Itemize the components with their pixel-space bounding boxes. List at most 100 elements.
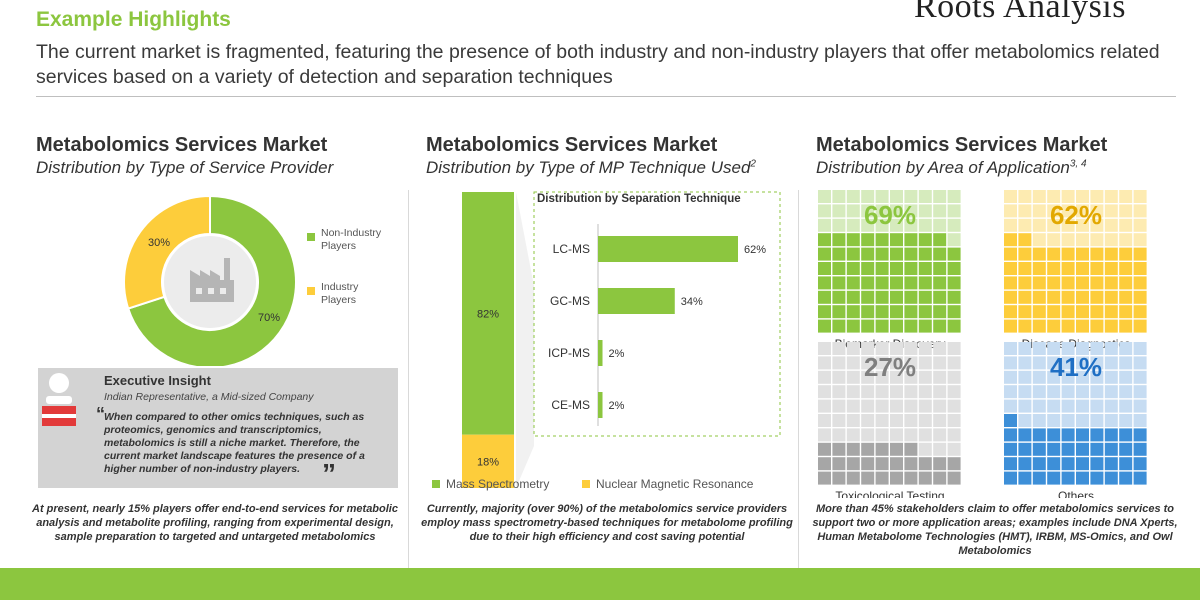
insight-quote: When compared to other omics techniques,… [104, 411, 365, 475]
waffle-cell [933, 370, 947, 384]
waffle-cell [1090, 414, 1104, 427]
waffle-cell [1061, 247, 1075, 261]
waffle-cell [832, 290, 846, 304]
waffle-cell [1133, 319, 1147, 333]
waffle-cell [832, 319, 846, 333]
waffle-cell [947, 356, 961, 370]
waffle-cell [1076, 204, 1089, 218]
waffle-cell [875, 385, 889, 399]
waffle-cell [1076, 442, 1089, 456]
waffle-cell [1104, 218, 1118, 232]
waffle-cell [1133, 342, 1147, 355]
waffle-cell [832, 370, 846, 384]
data-label: 69% [864, 200, 916, 230]
waffle-cell [1018, 414, 1032, 427]
waffle-cell [1032, 218, 1046, 232]
waffle-cell [1133, 442, 1147, 456]
waffle-cell [1090, 457, 1104, 471]
waffle-cell [1133, 457, 1147, 471]
waffle-cell [947, 204, 961, 218]
waffle-cell [1090, 471, 1104, 485]
waffle-cell [832, 342, 846, 355]
waffle-cell [947, 218, 961, 232]
waffle-cell [947, 471, 961, 485]
data-label: 18% [477, 456, 499, 468]
waffle-cell [861, 442, 875, 456]
waffle-cell [1047, 399, 1061, 413]
waffle-cell [947, 385, 961, 399]
waffle-cell [875, 204, 889, 218]
waffle-cell [918, 471, 932, 485]
waffle-cell [933, 276, 947, 290]
waffle-cell [1047, 385, 1061, 399]
waffle-cell [1104, 190, 1118, 203]
waffle-cell [947, 305, 961, 319]
waffle-cell [818, 319, 831, 333]
waffle-cell [1076, 262, 1089, 275]
data-label: 82% [477, 308, 499, 320]
waffle-cell [861, 204, 875, 218]
waffle-cell [818, 457, 831, 471]
waffle-cell [1090, 342, 1104, 355]
waffle-cell [1018, 442, 1032, 456]
close-quote-icon: ” [322, 458, 336, 489]
waffle-cell [1076, 356, 1089, 370]
waffle-cell [1004, 342, 1017, 355]
waffle-cell [1090, 370, 1104, 384]
waffle-cell [1018, 276, 1032, 290]
waffle-cell [861, 428, 875, 442]
waffle-cell [832, 457, 846, 471]
waffle-cell [1018, 428, 1032, 442]
category-label: CE-MS [551, 398, 590, 412]
waffle-cell [1076, 218, 1089, 232]
waffle-cell [1047, 457, 1061, 471]
waffle-cell [1090, 290, 1104, 304]
waffle-cell [1076, 233, 1089, 247]
waffle-cell [1076, 471, 1089, 485]
waffle-cell [890, 290, 903, 304]
waffle-cell [918, 442, 932, 456]
waffle-cell [1133, 190, 1147, 203]
waffle-cell [1104, 290, 1118, 304]
waffle-cell [1061, 305, 1075, 319]
waffle-cell [1047, 204, 1061, 218]
panel-2-subtitle: Distribution by Type of MP Technique Use… [426, 158, 756, 177]
waffle-cell [1119, 414, 1133, 427]
waffle-cell [1090, 190, 1104, 203]
waffle-cell [1047, 414, 1061, 427]
waffle-cell [1032, 305, 1046, 319]
waffle-cell [875, 247, 889, 261]
waffle-cell [1061, 457, 1075, 471]
waffle-cell [1047, 428, 1061, 442]
waffle-cell [1104, 370, 1118, 384]
waffle-cell [918, 356, 932, 370]
waffle-cell [1119, 290, 1133, 304]
waffle-cell [904, 305, 918, 319]
waffle-cell [890, 471, 903, 485]
waffle-cell [1076, 457, 1089, 471]
waffle-cell [918, 385, 932, 399]
waffle-cell [832, 247, 846, 261]
waffle-cell [1032, 471, 1046, 485]
waffle-cell [904, 428, 918, 442]
waffle-cell [918, 342, 932, 355]
waffle-cell [832, 276, 846, 290]
waffle-cell [1061, 471, 1075, 485]
waffle-cell [904, 319, 918, 333]
stacked-bar-segment [462, 192, 514, 435]
waffle-cell [818, 305, 831, 319]
waffle-cell [1090, 276, 1104, 290]
waffle-cell [1119, 204, 1133, 218]
waffle-cell [1032, 385, 1046, 399]
waffle-cell [846, 471, 860, 485]
waffle-cell [875, 471, 889, 485]
waffle-cell [1119, 247, 1133, 261]
waffle-cell [818, 471, 831, 485]
waffle-cell [1004, 204, 1017, 218]
waffle-cell [875, 276, 889, 290]
waffle-cell [904, 356, 918, 370]
waffle-cell [1032, 190, 1046, 203]
waffle-cell [832, 442, 846, 456]
waffle-cell [1018, 233, 1032, 247]
legend-label: Nuclear Magnetic Resonance [596, 477, 754, 491]
